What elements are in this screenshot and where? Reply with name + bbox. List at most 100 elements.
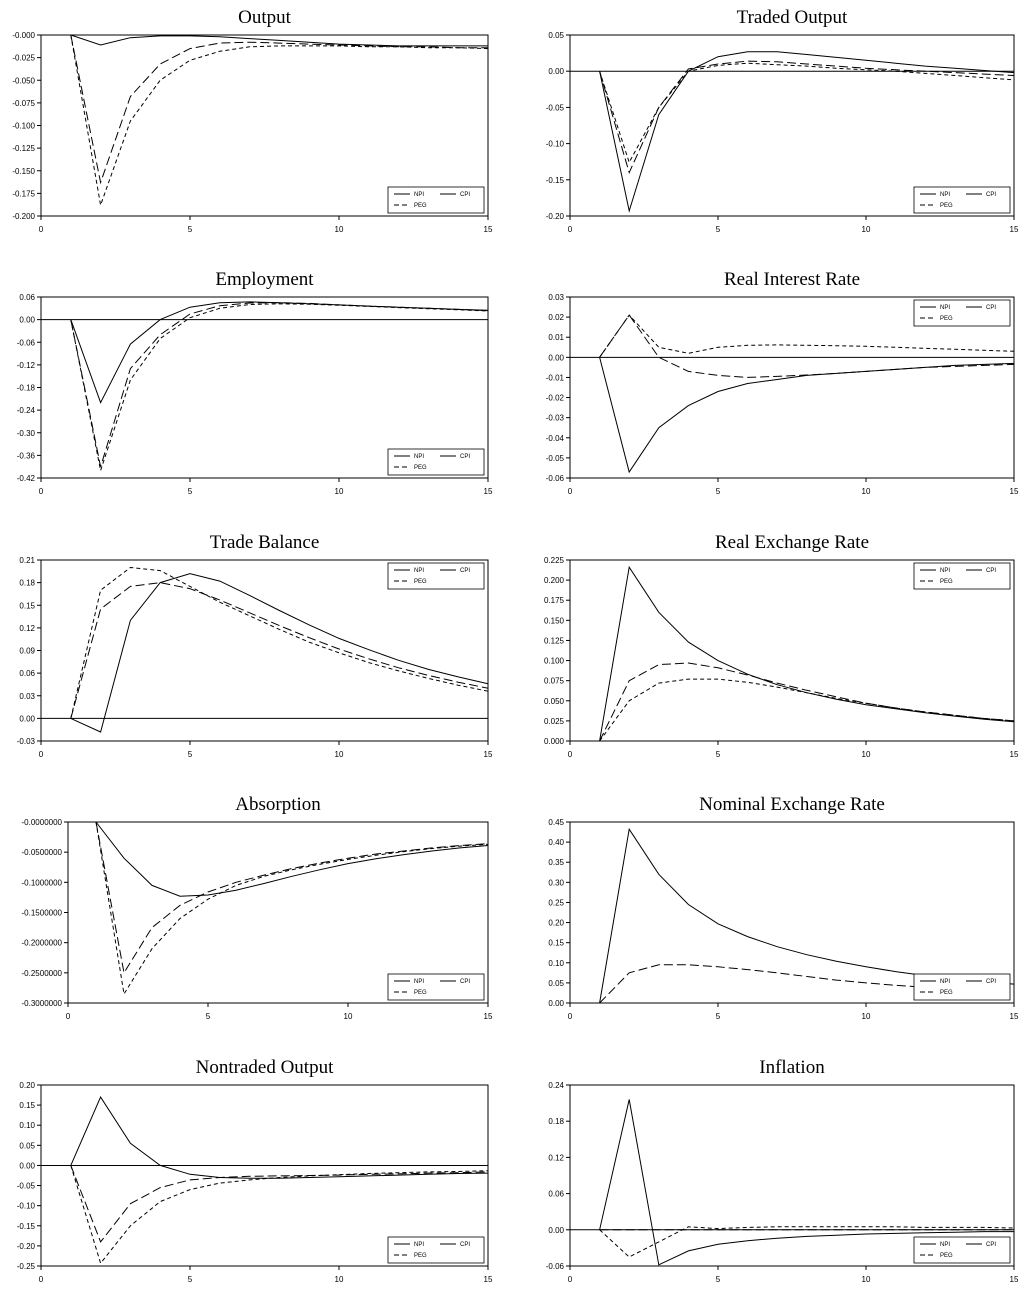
y-tick-label: -0.200 bbox=[12, 212, 35, 221]
plot-frame bbox=[40, 1084, 489, 1267]
y-tick-label: 0.20 bbox=[19, 1081, 35, 1090]
chart-title: Real Interest Rate bbox=[724, 269, 860, 290]
legend: NPI CPI PEG bbox=[913, 562, 1011, 590]
legend-box bbox=[913, 562, 1011, 590]
legend-label-npi: NPI bbox=[940, 568, 950, 574]
x-tick-label: 0 bbox=[568, 225, 573, 234]
y-tick-label: 0.03 bbox=[19, 692, 35, 701]
y-tick-label: -0.03 bbox=[546, 414, 565, 423]
x-tick-label: 10 bbox=[344, 1012, 353, 1021]
plot-frame bbox=[569, 34, 1015, 217]
y-tick-label: -0.0500000 bbox=[22, 848, 63, 857]
y-tick-label: 0.175 bbox=[544, 596, 565, 605]
chart-panel: Nominal Exchange Rate 0.00 0.05 0.10 0.15 0.2… bbox=[548, 794, 1019, 1021]
y-tick-label: -0.1000000 bbox=[22, 878, 63, 887]
x-tick-label: 5 bbox=[206, 1012, 211, 1021]
legend-label-peg: PEG bbox=[940, 1253, 953, 1259]
legend: NPI CPI PEG bbox=[913, 973, 1011, 1001]
series-line-peg bbox=[70, 303, 489, 473]
legend-label-peg: PEG bbox=[414, 1253, 427, 1259]
chart-title: Trade Balance bbox=[210, 532, 320, 553]
legend: NPI CPI PEG bbox=[913, 1236, 1011, 1264]
y-tick-label: 0.35 bbox=[548, 858, 564, 867]
series-line-npi bbox=[70, 301, 489, 404]
x-tick-label: 5 bbox=[188, 225, 193, 234]
y-tick-label: 0.24 bbox=[548, 1081, 564, 1090]
x-tick-label: 10 bbox=[862, 1275, 871, 1284]
chart-title: Inflation bbox=[759, 1057, 825, 1078]
legend-label-npi: NPI bbox=[414, 192, 424, 198]
series-line-cpi bbox=[70, 302, 489, 467]
chart-title: Employment bbox=[215, 269, 314, 290]
x-tick-label: 10 bbox=[335, 750, 344, 759]
y-tick-label: -0.025 bbox=[12, 54, 35, 63]
y-tick-label: 0.20 bbox=[548, 919, 564, 928]
y-tick-label: 0.45 bbox=[548, 818, 564, 827]
y-tick-label: 0.225 bbox=[544, 556, 565, 565]
series-line-cpi bbox=[599, 662, 1015, 742]
x-tick-label: 0 bbox=[39, 1275, 44, 1284]
y-tick-label: 0.09 bbox=[19, 647, 35, 656]
x-tick-label: 15 bbox=[484, 750, 493, 759]
y-tick-label: 0.00 bbox=[19, 714, 35, 723]
x-tick-label: 15 bbox=[484, 487, 493, 496]
y-tick-label: 0.30 bbox=[548, 878, 564, 887]
legend-label-npi: NPI bbox=[414, 1242, 424, 1248]
y-tick-label: -0.06 bbox=[17, 338, 36, 347]
legend-box bbox=[913, 186, 1011, 214]
legend-label-peg: PEG bbox=[940, 579, 953, 585]
chart-panel: Traded Output -0.20 -0.15 -0.10 -0.05 0.00 0.0… bbox=[546, 7, 1019, 234]
y-tick-label: 0.15 bbox=[19, 1101, 35, 1110]
legend-label-peg: PEG bbox=[414, 203, 427, 209]
series-line-cpi bbox=[95, 821, 489, 975]
y-tick-label: 0.12 bbox=[19, 624, 35, 633]
y-tick-label: 0.00 bbox=[19, 1161, 35, 1170]
x-tick-label: 0 bbox=[568, 1275, 573, 1284]
legend-label-npi: NPI bbox=[414, 568, 424, 574]
y-tick-label: -0.05 bbox=[546, 103, 565, 112]
y-tick-label: 0.100 bbox=[544, 657, 565, 666]
y-tick-label: -0.04 bbox=[546, 434, 565, 443]
legend-label-peg: PEG bbox=[940, 990, 953, 996]
series-line-npi bbox=[95, 821, 489, 897]
series-line-npi bbox=[70, 1096, 489, 1179]
legend-label-peg: PEG bbox=[414, 990, 427, 996]
legend: NPI CPI PEG bbox=[913, 299, 1011, 327]
legend-label-peg: PEG bbox=[414, 579, 427, 585]
y-tick-label: -0.3000000 bbox=[22, 999, 63, 1008]
plot-frame bbox=[569, 1084, 1015, 1267]
legend-label-npi: NPI bbox=[414, 454, 424, 460]
series-line-cpi bbox=[70, 582, 489, 719]
y-tick-label: 0.05 bbox=[19, 1141, 35, 1150]
series-line-cpi bbox=[599, 964, 1015, 1004]
legend-box bbox=[387, 562, 485, 590]
series-line-npi bbox=[70, 34, 488, 47]
y-tick-label: 0.00 bbox=[548, 67, 564, 76]
chart-panel: Absorption -0.3000000 -0.2500000 -0.2000000… bbox=[22, 794, 493, 1021]
chart-panel: Real Exchange Rate 0.000 0.025 0.050 0.075 0.… bbox=[544, 532, 1019, 759]
legend-box bbox=[913, 1236, 1011, 1264]
legend-label-cpi: CPI bbox=[460, 1242, 470, 1248]
series-line-cpi bbox=[70, 34, 488, 185]
series-line-npi bbox=[599, 51, 1015, 213]
x-tick-label: 10 bbox=[862, 225, 871, 234]
chart-panel: Trade Balance -0.03 0.00 0.03 0.06 0.09 0.12 0.… bbox=[17, 532, 493, 759]
y-tick-label: 0.40 bbox=[548, 838, 564, 847]
y-tick-label: -0.30 bbox=[17, 429, 36, 438]
chart-title: Traded Output bbox=[737, 7, 848, 28]
y-tick-label: -0.2000000 bbox=[22, 939, 63, 948]
y-tick-label: -0.175 bbox=[12, 189, 35, 198]
y-tick-label: 0.05 bbox=[548, 31, 564, 40]
y-tick-label: 0.075 bbox=[544, 677, 565, 686]
legend-box bbox=[913, 973, 1011, 1001]
x-tick-label: 15 bbox=[1010, 1275, 1019, 1284]
y-tick-label: 0.050 bbox=[544, 697, 565, 706]
legend-label-npi: NPI bbox=[940, 979, 950, 985]
y-tick-label: -0.20 bbox=[546, 212, 565, 221]
y-tick-label: -0.2500000 bbox=[22, 969, 63, 978]
x-tick-label: 15 bbox=[1010, 487, 1019, 496]
y-tick-label: 0.10 bbox=[548, 959, 564, 968]
legend: NPI CPI PEG bbox=[387, 562, 485, 590]
series-line-peg bbox=[599, 62, 1015, 164]
y-tick-label: 0.15 bbox=[19, 601, 35, 610]
